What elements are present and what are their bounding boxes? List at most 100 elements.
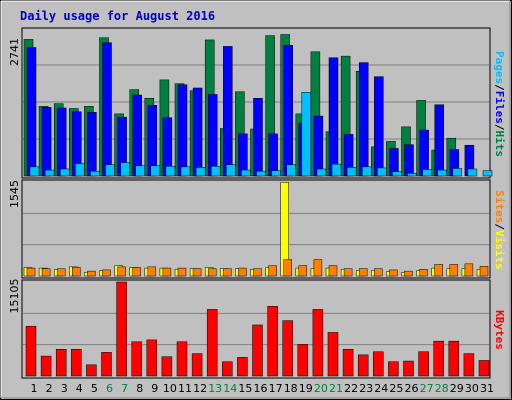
bar-sites-day-4 bbox=[72, 267, 81, 277]
bar-sites-day-2 bbox=[41, 268, 51, 277]
bar-pages-day-29 bbox=[452, 168, 463, 177]
x-tick-day-12: 12 bbox=[193, 382, 207, 395]
bar-kbytes-day-29 bbox=[448, 340, 460, 377]
bar-pages-day-12 bbox=[195, 167, 206, 177]
bar-sites-day-28 bbox=[434, 264, 443, 277]
bar-sites-day-12 bbox=[192, 268, 202, 277]
bar-kbytes-day-6 bbox=[101, 352, 112, 377]
bar-pages-day-15 bbox=[241, 169, 251, 177]
x-axis-day-labels: 1 2 3 4 5 6 7 8 9 10 11 12 13 14 15 16 17 18 19 20 21 22 23 24 2… bbox=[31, 382, 495, 395]
ymax-label-1: 2741 bbox=[8, 38, 21, 66]
bar-kbytes-day-21 bbox=[327, 332, 339, 377]
bar-pages-day-9 bbox=[150, 165, 161, 177]
legend-item-0-3: / bbox=[493, 124, 506, 131]
x-tick-day-31: 31 bbox=[480, 382, 494, 395]
bar-files-day-6 bbox=[102, 42, 112, 177]
bar-kbytes-day-26 bbox=[403, 360, 414, 377]
bar-sites-day-3 bbox=[56, 268, 66, 277]
bar-pages-day-18 bbox=[286, 164, 296, 177]
x-tick-day-22: 22 bbox=[344, 382, 358, 395]
x-tick-day-26: 26 bbox=[405, 382, 419, 395]
legend-visits-sites: Sites/Visits bbox=[493, 190, 506, 270]
bar-kbytes-day-30 bbox=[463, 353, 475, 377]
bar-kbytes-day-23 bbox=[357, 354, 369, 377]
bar-kbytes-day-20 bbox=[312, 309, 324, 377]
bar-kbytes-day-27 bbox=[418, 351, 429, 377]
bar-sites-day-17 bbox=[268, 265, 277, 277]
x-tick-day-4: 4 bbox=[76, 382, 83, 395]
x-tick-day-14: 14 bbox=[223, 382, 237, 395]
x-tick-day-16: 16 bbox=[254, 382, 268, 395]
bar-sites-day-10 bbox=[162, 267, 172, 277]
bar-kbytes-day-11 bbox=[176, 341, 188, 377]
bar-kbytes-day-5 bbox=[86, 364, 97, 377]
bar-pages-day-24 bbox=[377, 167, 387, 177]
bar-sites-day-27 bbox=[419, 269, 428, 277]
bar-files-day-15 bbox=[238, 133, 248, 177]
x-tick-day-25: 25 bbox=[389, 382, 403, 395]
bar-pages-day-26 bbox=[407, 173, 417, 177]
bar-pages-day-6 bbox=[105, 164, 115, 177]
bar-pages-day-10 bbox=[165, 166, 176, 177]
bar-pages-day-30 bbox=[467, 168, 478, 177]
x-tick-day-19: 19 bbox=[299, 382, 313, 395]
bar-sites-day-9 bbox=[147, 266, 157, 277]
bar-files-day-11 bbox=[177, 84, 188, 177]
bar-files-day-9 bbox=[147, 105, 158, 177]
x-tick-day-28: 28 bbox=[435, 382, 449, 395]
bar-pages-day-27 bbox=[422, 169, 432, 177]
bar-files-day-23 bbox=[358, 62, 369, 177]
legend-kbytes: KBytes bbox=[493, 310, 506, 350]
bar-sites-day-13 bbox=[207, 268, 217, 277]
x-tick-day-24: 24 bbox=[374, 382, 388, 395]
panel-visits-sites: 1545 Sites/Visits bbox=[8, 179, 506, 279]
bar-sites-day-22 bbox=[343, 268, 353, 277]
bar-files-day-20 bbox=[313, 115, 324, 177]
legend-item-1-2: Visits bbox=[493, 230, 506, 270]
x-tick-day-6: 6 bbox=[106, 382, 113, 395]
x-tick-day-29: 29 bbox=[450, 382, 464, 395]
bar-pages-day-16 bbox=[256, 170, 266, 177]
bar-files-day-8 bbox=[132, 94, 142, 177]
bar-kbytes-day-17 bbox=[267, 306, 278, 377]
bar-pages-day-1 bbox=[29, 166, 40, 177]
bar-kbytes-day-8 bbox=[131, 341, 142, 377]
bar-pages-day-23 bbox=[361, 166, 372, 177]
bar-files-day-12 bbox=[192, 87, 203, 177]
bar-pages-day-28 bbox=[437, 169, 447, 177]
gridlines-2 bbox=[23, 212, 489, 246]
x-tick-day-5: 5 bbox=[91, 382, 98, 395]
bar-kbytes-day-3 bbox=[55, 348, 67, 377]
bar-kbytes-day-14 bbox=[222, 361, 233, 377]
legend-item-0-4: Hits bbox=[493, 131, 506, 158]
bar-files-day-1 bbox=[26, 47, 37, 177]
bar-sites-day-25 bbox=[389, 269, 398, 277]
bar-pages-day-7 bbox=[120, 162, 130, 177]
bar-kbytes-day-31 bbox=[478, 360, 490, 377]
bar-files-day-24 bbox=[374, 76, 384, 177]
legend-item-0-2: Files bbox=[493, 91, 506, 124]
bar-sites-day-30 bbox=[464, 263, 474, 277]
bar-kbytes-day-1 bbox=[25, 325, 37, 377]
x-tick-day-15: 15 bbox=[238, 382, 252, 395]
bar-pages-day-2 bbox=[44, 169, 55, 177]
bar-sites-day-16 bbox=[253, 268, 262, 277]
x-tick-day-3: 3 bbox=[61, 382, 68, 395]
bar-kbytes-day-2 bbox=[40, 355, 52, 377]
bar-pages-day-21 bbox=[331, 163, 342, 177]
legend-item-0-1: / bbox=[493, 84, 506, 91]
bar-pages-day-22 bbox=[346, 167, 357, 177]
x-tick-day-13: 13 bbox=[208, 382, 222, 395]
x-tick-day-9: 9 bbox=[151, 382, 158, 395]
bar-files-day-14 bbox=[223, 46, 233, 177]
bar-sites-day-21 bbox=[328, 265, 338, 277]
x-tick-day-20: 20 bbox=[314, 382, 328, 395]
bar-pages-day-3 bbox=[59, 168, 70, 177]
bar-sites-day-11 bbox=[177, 267, 187, 277]
x-tick-day-17: 17 bbox=[269, 382, 283, 395]
bar-pages-day-11 bbox=[180, 166, 191, 177]
bar-sites-day-26 bbox=[404, 270, 413, 277]
bar-kbytes-day-13 bbox=[206, 309, 218, 377]
bar-files-day-26 bbox=[404, 144, 414, 177]
bar-files-day-27 bbox=[419, 129, 429, 177]
